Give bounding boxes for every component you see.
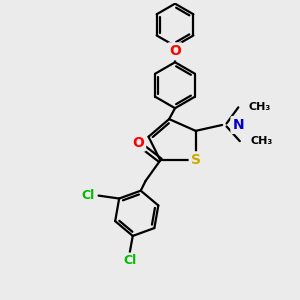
Text: N: N xyxy=(232,118,244,132)
Text: Cl: Cl xyxy=(82,189,95,202)
Text: S: S xyxy=(190,153,201,167)
Text: CH₃: CH₃ xyxy=(250,136,272,146)
Text: CH₃: CH₃ xyxy=(249,102,271,112)
Text: O: O xyxy=(169,44,181,58)
Text: Cl: Cl xyxy=(123,254,136,268)
Text: O: O xyxy=(132,136,144,150)
